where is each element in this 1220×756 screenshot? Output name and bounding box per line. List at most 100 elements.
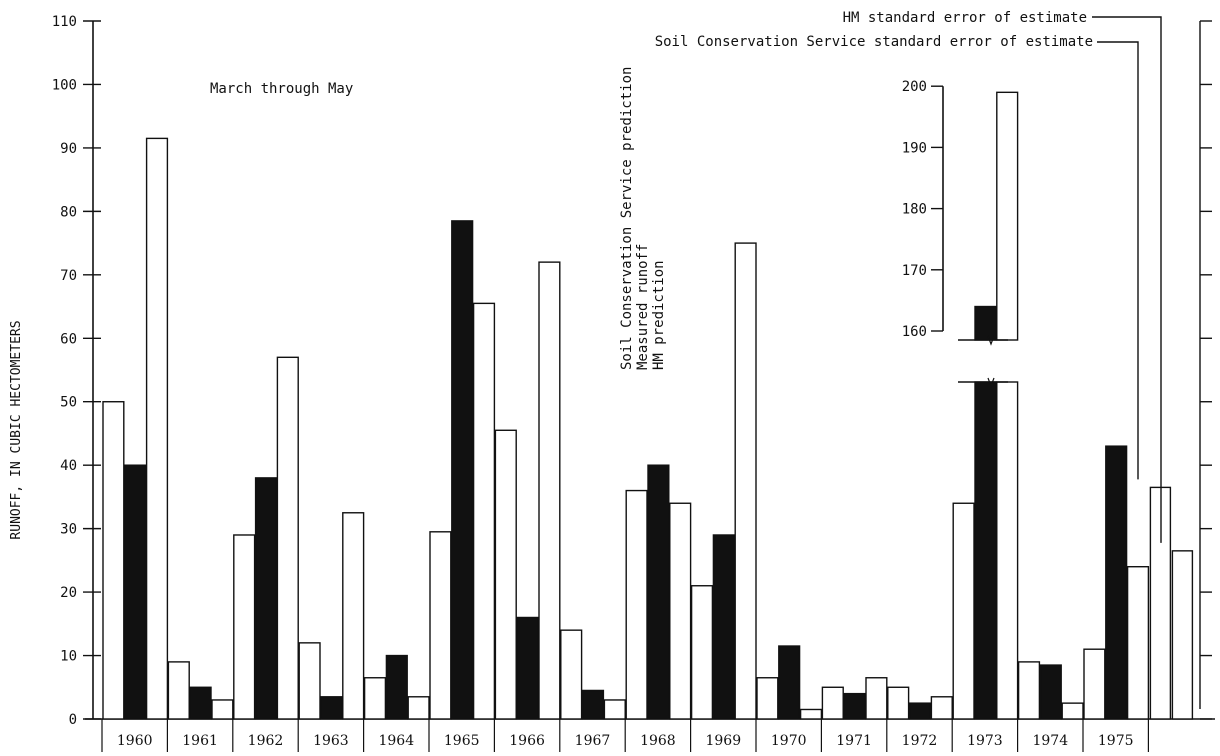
bar-hm-1962 [276, 356, 299, 720]
legend-label-scs: Soil Conservation Service prediction [619, 67, 635, 370]
bar-measured-1968 [647, 464, 670, 720]
bar-measured-1969 [712, 534, 735, 720]
hm-error-leader [1092, 16, 1162, 543]
inset-tick-label: 160 [902, 324, 927, 340]
label-layer: March through May RUNOFF, IN CUBIC HECTO… [9, 10, 1093, 540]
bar-scs-1969 [690, 585, 714, 720]
y-axis-label: RUNOFF, IN CUBIC HECTOMETERS [9, 320, 24, 539]
bar-hm-1972 [930, 696, 953, 720]
y-tick-label: 50 [60, 395, 77, 411]
break-squiggle [987, 377, 995, 388]
bar-scs-1966 [494, 429, 517, 720]
x-tick-label: 1960 [117, 733, 153, 749]
inset-tick-label: 200 [902, 79, 927, 95]
y-tick-label: 70 [60, 268, 77, 284]
bar-measured-1973-upper [974, 305, 997, 341]
bar-scs-1962 [233, 534, 256, 720]
bar-hm-1966 [538, 261, 561, 720]
bar-hm-1974 [1061, 702, 1084, 720]
scs-error-label: Soil Conservation Service standard error… [655, 34, 1093, 50]
annotation-period: March through May [210, 81, 353, 97]
x-tick-label: 1968 [640, 733, 676, 749]
bar-scs-1963 [298, 642, 321, 720]
bar-measured-1971 [843, 692, 866, 720]
bar-measured-1964 [385, 654, 408, 720]
y-tick-label: 90 [60, 141, 77, 157]
scs-error-leader [1097, 41, 1139, 480]
bar-scs-1971 [821, 686, 844, 720]
x-tick-label: 1964 [378, 733, 414, 749]
bar-measured-1962 [254, 477, 278, 720]
break-squiggle [987, 335, 995, 346]
x-tick-label: 1972 [902, 733, 938, 749]
y-tick-label: 110 [52, 14, 77, 30]
bar-hm-1961 [211, 699, 234, 720]
bar-measured-1963 [320, 696, 343, 720]
y-tick-label: 80 [60, 204, 77, 220]
x-tick-label: 1961 [182, 733, 218, 749]
bar-hm-standard-error [1171, 550, 1194, 720]
bar-scs-1964 [363, 677, 387, 720]
bar-measured-1965 [451, 220, 474, 720]
inset-layer: 160 170 180 190 200 [902, 16, 1162, 543]
bar-scs-1970 [756, 677, 779, 720]
bar-scs-1967 [560, 629, 583, 720]
inset-tick-label: 190 [902, 140, 927, 156]
x-tick-label: 1975 [1098, 733, 1134, 749]
bar-hm-1971 [865, 677, 888, 720]
y-tick-label: 10 [60, 649, 77, 665]
bar-scs-1973 [952, 502, 975, 720]
x-tick-label: 1969 [705, 733, 741, 749]
bar-hm-1964 [407, 696, 430, 720]
bar-measured-1972 [908, 702, 932, 720]
bar-scs-1972 [887, 686, 910, 720]
x-tick-label: 1965 [444, 733, 480, 749]
bar-hm-1973 [996, 381, 1019, 720]
hm-error-label: HM standard error of estimate [843, 10, 1087, 26]
legend-label-measured: Measured runoff [635, 244, 651, 370]
x-tick-label: 1971 [836, 733, 872, 749]
bars-layer [102, 91, 1194, 720]
bar-measured-1961 [189, 686, 212, 720]
x-tick-label: 1962 [248, 733, 284, 749]
bar-measured-1967 [581, 689, 605, 720]
bar-scs-1965 [429, 531, 452, 720]
bar-hm-1970 [799, 708, 823, 720]
y-tick-label: 100 [52, 77, 77, 93]
bar-scs-1960 [102, 401, 125, 720]
bar-measured-1966 [516, 616, 539, 720]
y-tick-label: 40 [60, 458, 77, 474]
bar-measured-1975 [1105, 445, 1128, 720]
bar-hm-1960 [145, 137, 169, 720]
legend-label-hm: HM prediction [651, 260, 667, 370]
bar-hm-1968 [669, 502, 692, 720]
axis-layer: 0 10 20 30 40 50 60 70 80 90 100 110 1960 1961 1962 196… [52, 14, 1215, 752]
bar-hm-1965 [472, 302, 496, 720]
bar-scs-1975 [1083, 648, 1106, 720]
y-tick-label: 60 [60, 331, 77, 347]
inset-tick-label: 170 [902, 263, 927, 279]
bar-hm-1969 [734, 242, 757, 720]
x-tick-label: 1966 [509, 733, 545, 749]
y-tick-label: 0 [69, 712, 77, 728]
x-tick-label: 1974 [1032, 733, 1068, 749]
bar-hm-1973-upper [996, 91, 1019, 341]
bar-measured-1970 [778, 645, 801, 720]
y-tick-label: 30 [60, 522, 77, 538]
bar-measured-1973 [974, 381, 997, 720]
x-tick-label: 1973 [967, 733, 1003, 749]
bar-hm-1975 [1126, 566, 1150, 720]
y-tick-label: 20 [60, 585, 77, 601]
bar-scs-1968 [625, 489, 648, 720]
x-tick-label: 1963 [313, 733, 349, 749]
bar-hm-1967 [603, 699, 626, 720]
x-tick-label: 1970 [771, 733, 807, 749]
bar-measured-1974 [1039, 664, 1062, 720]
bar-scs-1961 [167, 661, 190, 720]
bar-scs-1974 [1017, 661, 1041, 720]
bar-measured-1960 [124, 464, 147, 720]
inset-tick-label: 180 [902, 202, 927, 218]
bar-hm-1963 [342, 512, 365, 720]
x-tick-label: 1967 [575, 733, 611, 749]
